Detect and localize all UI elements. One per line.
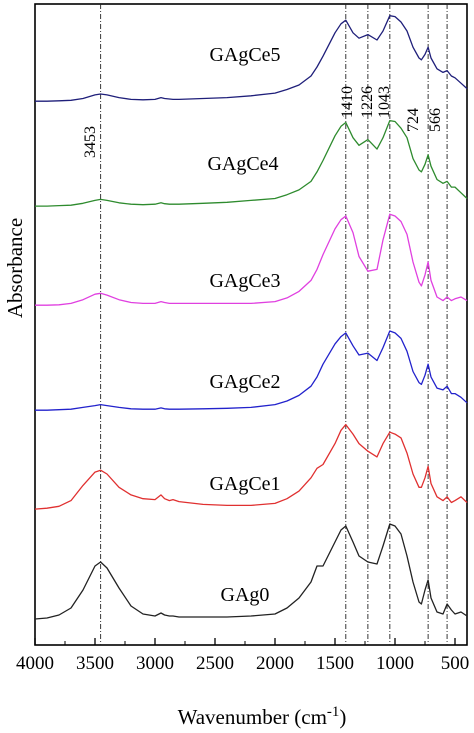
peak-label-724: 724 bbox=[405, 108, 422, 132]
series-line-gagce5 bbox=[35, 15, 468, 102]
peak-label-1043: 1043 bbox=[376, 86, 393, 118]
x-tick-label-3500: 3500 bbox=[76, 653, 114, 674]
x-axis-title-main: Wavenumber (cm bbox=[178, 705, 327, 729]
series-label-gagce1: GAgCe1 bbox=[209, 473, 280, 495]
x-tick-label-2000: 2000 bbox=[256, 653, 294, 674]
y-axis-title: Absorbance bbox=[3, 218, 27, 318]
series-label-gagce5: GAgCe5 bbox=[209, 44, 280, 66]
x-tick-label-3000: 3000 bbox=[136, 653, 174, 674]
peak-label-1226: 1226 bbox=[359, 86, 376, 118]
peak-label-1410: 1410 bbox=[339, 86, 356, 118]
peak-label-3453: 3453 bbox=[82, 126, 99, 158]
x-tick-label-500: 500 bbox=[441, 653, 470, 674]
series-label-gagce2: GAgCe2 bbox=[209, 371, 280, 393]
series-line-gag0 bbox=[34, 523, 468, 620]
x-axis-title: Wavenumber (cm-1) bbox=[178, 704, 347, 729]
series-line-gagce3 bbox=[35, 213, 468, 306]
x-axis-title-close: ) bbox=[339, 705, 346, 729]
plot-frame bbox=[34, 3, 468, 646]
series-line-gagce4 bbox=[35, 119, 468, 207]
x-tick-label-1500: 1500 bbox=[316, 653, 354, 674]
x-tick-label-2500: 2500 bbox=[196, 653, 234, 674]
series-line-gagce1 bbox=[34, 423, 468, 510]
x-axis-title-sup: -1 bbox=[327, 704, 340, 720]
series-label-gag0: GAg0 bbox=[221, 584, 270, 606]
series-line-gagce2 bbox=[35, 330, 468, 411]
x-tick-label-4000: 4000 bbox=[16, 653, 54, 674]
series-label-gagce3: GAgCe3 bbox=[209, 270, 280, 292]
x-tick-label-1000: 1000 bbox=[376, 653, 414, 674]
peak-label-566: 566 bbox=[427, 108, 444, 132]
series-label-gagce4: GAgCe4 bbox=[207, 153, 278, 175]
